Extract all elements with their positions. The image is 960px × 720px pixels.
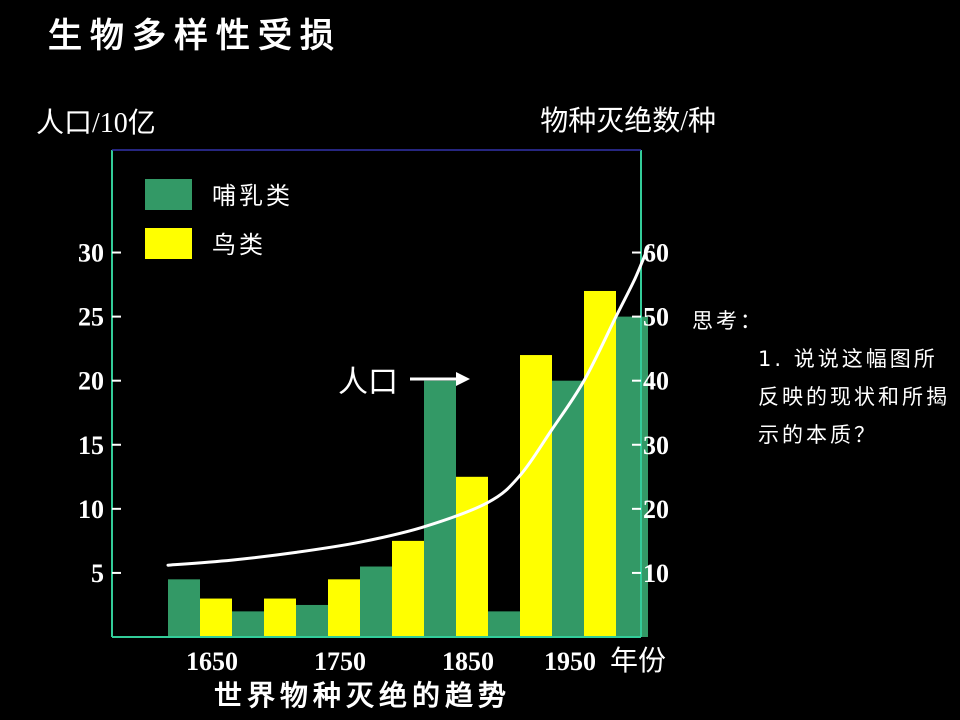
- mammal-legend-swatch: [145, 179, 192, 210]
- mammal-bar-4: [424, 380, 456, 637]
- x-tick-label-1950: 1950: [544, 647, 596, 676]
- left-axis-title: 人口/10亿: [36, 107, 156, 139]
- note-question: 1. 说说这幅图所反映的现状和所揭示的本质？: [758, 347, 950, 447]
- x-tick-label-1650: 1650: [186, 647, 238, 676]
- mammal-bar-3: [360, 566, 392, 637]
- right-tick-label-40: 40: [643, 367, 669, 396]
- right-tick-label-50: 50: [643, 303, 669, 332]
- bird-bar-3: [392, 540, 424, 637]
- left-tick-label-25: 25: [78, 303, 104, 332]
- left-tick-label-10: 10: [78, 495, 104, 524]
- bird-bar-0: [200, 598, 232, 637]
- bird-bar-5: [520, 355, 552, 637]
- population-arrow-label: 人口: [338, 365, 398, 400]
- mammal-bar-5: [488, 611, 520, 637]
- mammal-bar-6: [552, 380, 584, 637]
- population-line: [166, 245, 650, 567]
- x-axis-title: 年份: [610, 645, 666, 677]
- chart-caption: 世界物种灭绝的趋势: [214, 679, 512, 712]
- right-tick-label-20: 20: [643, 495, 669, 524]
- right-axis-title: 物种灭绝数/种: [540, 105, 716, 137]
- bird-bar-6: [584, 290, 616, 637]
- mammal-bar-7: [616, 316, 648, 637]
- left-tick-label-30: 30: [78, 239, 104, 268]
- mammal-bar-0: [168, 579, 200, 637]
- mammal-legend-label: 哺乳类: [212, 182, 293, 210]
- left-tick-label-5: 5: [91, 559, 104, 588]
- population-arrow-head: [456, 372, 470, 386]
- reflection-note: 思考： 1. 说说这幅图所反映的现状和所揭示的本质？: [692, 302, 954, 454]
- left-tick-label-20: 20: [78, 367, 104, 396]
- x-tick-label-1750: 1750: [314, 647, 366, 676]
- slide-title: 生物多样性受损: [48, 16, 342, 56]
- right-tick-label-30: 30: [643, 431, 669, 460]
- note-heading: 思考：: [692, 309, 764, 333]
- bird-bar-1: [264, 598, 296, 637]
- mammal-bar-2: [296, 604, 328, 637]
- bird-legend-label: 鸟类: [212, 231, 266, 259]
- bird-bar-4: [456, 476, 488, 637]
- bird-legend-swatch: [145, 228, 192, 259]
- mammal-bar-1: [232, 611, 264, 637]
- x-tick-label-1850: 1850: [442, 647, 494, 676]
- bird-bar-2: [328, 579, 360, 637]
- right-tick-label-10: 10: [643, 559, 669, 588]
- left-tick-label-15: 15: [78, 431, 104, 460]
